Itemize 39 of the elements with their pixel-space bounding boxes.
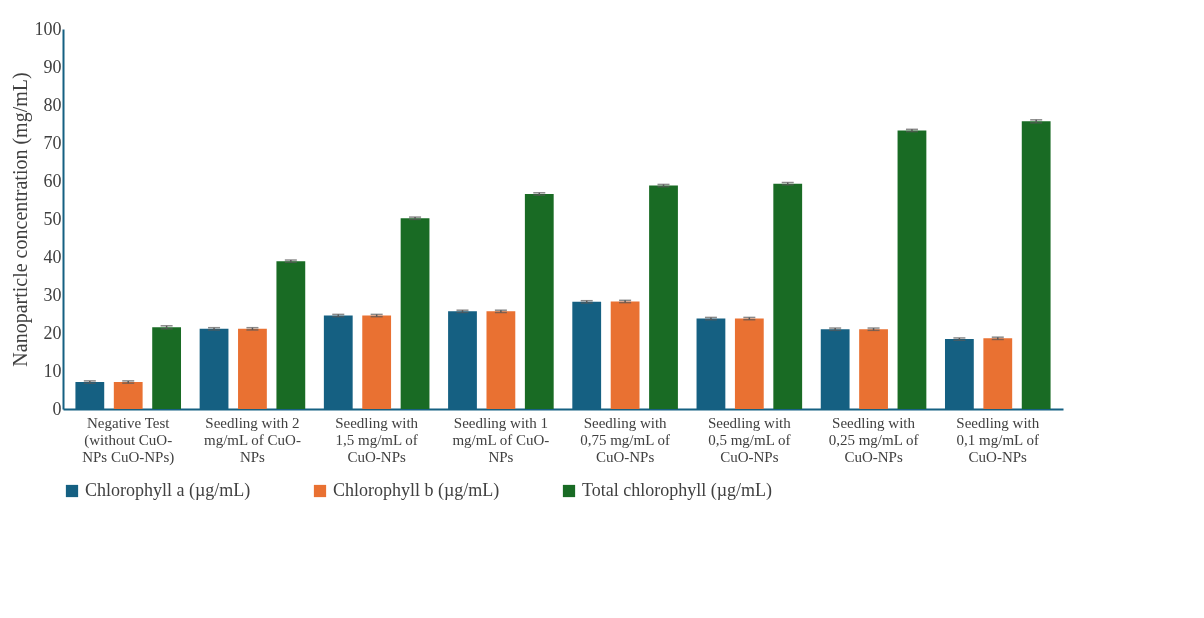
y-axis-title: Nanoparticle concentration (mg/mL) (8, 72, 32, 367)
bar (773, 183, 803, 409)
bar (524, 193, 554, 409)
bar (983, 338, 1013, 409)
y-tick-label: 10 (43, 360, 62, 381)
x-tick-label: Seedling with 0,5 mg/mL of CuO-NPs (707, 414, 792, 465)
bar (1021, 121, 1051, 409)
bar (897, 130, 927, 409)
y-tick-label: 80 (43, 94, 62, 115)
y-tick-label: 0 (52, 398, 62, 419)
x-tick-label: Seedling with 2 mg/mL of CuO-NPs (203, 414, 301, 465)
y-tick-label: 100 (34, 18, 62, 39)
legend-label: Chlorophyll b (µg/mL) (333, 480, 500, 501)
x-tick-label: Seedling with 0,25 mg/mL of CuO-NPs (828, 414, 919, 465)
bar (400, 218, 430, 409)
y-tick-label: 40 (43, 246, 62, 267)
bar (238, 328, 267, 409)
bar (734, 318, 764, 409)
legend-label: Chlorophyll a (µg/mL) (85, 480, 251, 501)
y-tick-label: 50 (43, 208, 62, 229)
y-tick-label: 30 (43, 284, 62, 305)
bar (152, 327, 182, 409)
legend-label: Total chlorophyll (µg/mL) (582, 480, 773, 501)
y-tick-label: 20 (43, 322, 62, 343)
x-tick-label: Negative Test (without CuO-NPs CuO-NPs) (82, 414, 175, 466)
x-tick-label: Seedling with 1,5 mg/mL of CuO-NPs (335, 414, 419, 465)
x-tick-label: Seedling with 0,75 mg/mL of CuO-NPs (580, 414, 671, 465)
y-tick-label: 60 (43, 170, 62, 191)
y-tick-label: 70 (43, 132, 62, 153)
bar (859, 329, 888, 409)
x-tick-label: Seedling with 0,1 mg/mL of CuO-NPs (956, 414, 1040, 465)
y-tick-label: 90 (43, 56, 62, 77)
bar (113, 382, 143, 409)
bar (362, 315, 392, 409)
bar (276, 261, 306, 409)
bar (610, 301, 640, 409)
bar (649, 185, 678, 409)
bar (486, 311, 516, 409)
x-tick-label: Seedling with 1 mg/mL of CuO-NPs (452, 414, 550, 465)
